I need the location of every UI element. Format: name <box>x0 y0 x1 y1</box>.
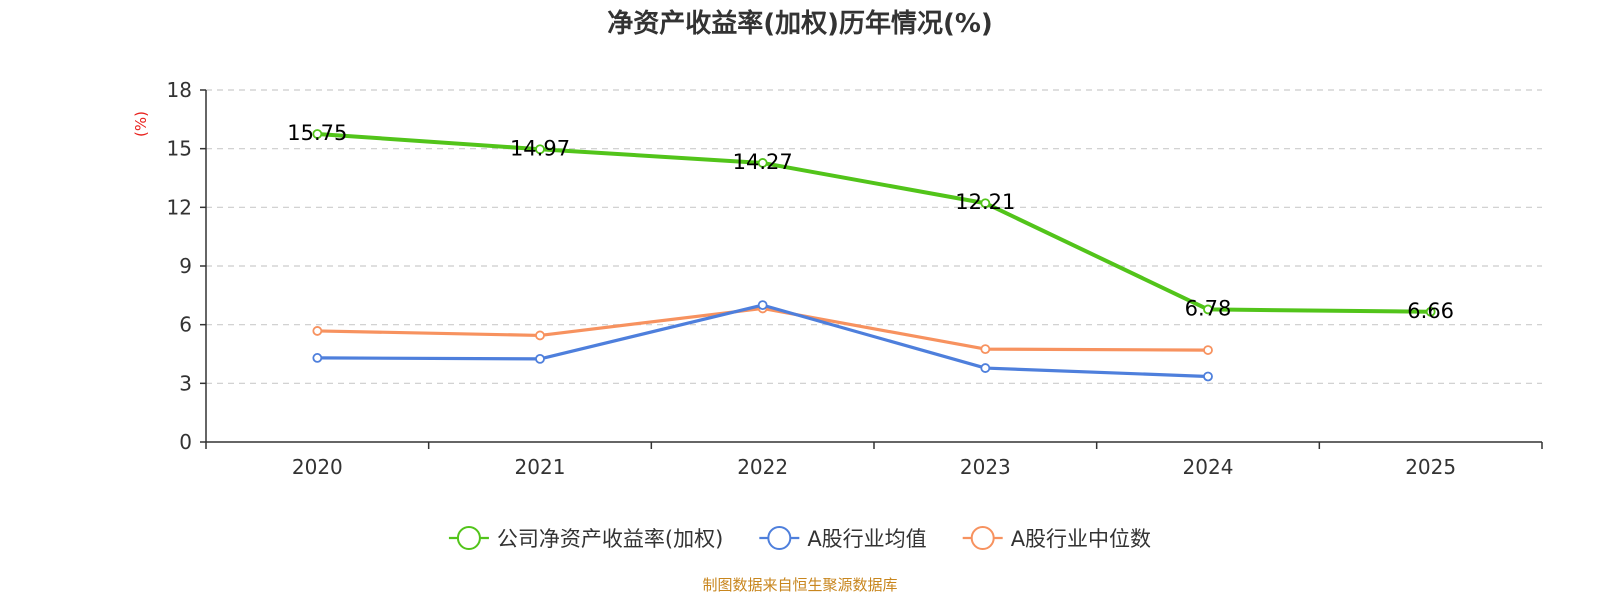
data-point-0-2020 <box>312 129 323 139</box>
legend-item-0[interactable]: 公司净资产收益率(加权) <box>448 526 723 551</box>
y-tick-label: 18 <box>167 78 192 102</box>
y-tick-label: 9 <box>179 254 192 278</box>
x-tick-label-2022: 2022 <box>737 455 788 479</box>
data-point-1-2021 <box>535 353 545 364</box>
data-label-2020: 15.75 <box>287 121 347 145</box>
y-tick-label: 0 <box>179 430 192 454</box>
legend-circle-icon <box>767 526 792 550</box>
legend-item-1[interactable]: A股行业均值 <box>759 526 927 551</box>
y-tick-label: 6 <box>179 313 192 337</box>
x-tick-label-2021: 2021 <box>515 455 566 479</box>
x-tick-label-2024: 2024 <box>1183 455 1234 479</box>
legend-circle-icon <box>970 526 995 550</box>
legend: 公司净资产收益率(加权) A股行业均值 A股行业中位数 <box>448 526 1151 551</box>
series-line-2 <box>315 306 1210 352</box>
y-tick-label: 12 <box>167 195 192 219</box>
x-tick-label-2025: 2025 <box>1405 455 1456 479</box>
y-tick-label: 3 <box>179 371 192 395</box>
data-point-0-2022 <box>757 158 768 168</box>
data-point-1-2022 <box>757 300 768 311</box>
data-label-2022: 14.27 <box>733 150 793 174</box>
x-tick-label-2023: 2023 <box>960 455 1011 479</box>
series-line-1 <box>315 303 1210 379</box>
data-label-2024: 6.78 <box>1185 296 1232 320</box>
data-point-0-2021 <box>535 144 545 155</box>
legend-label: A股行业中位数 <box>1011 527 1151 551</box>
x-tick-label-2020: 2020 <box>292 455 343 479</box>
legend-label: 公司净资产收益率(加权) <box>497 527 723 551</box>
data-label-2025: 6.66 <box>1407 299 1454 323</box>
data-label-2023: 12.21 <box>955 190 1015 214</box>
legend-label: A股行业均值 <box>807 527 926 551</box>
legend-circle-icon <box>456 526 481 550</box>
data-point-0-2025 <box>1425 306 1436 317</box>
data-point-1-2023 <box>980 363 991 373</box>
series-0 <box>312 129 1436 317</box>
data-point-2-2024 <box>1203 345 1213 355</box>
data-point-2-2020 <box>312 326 323 336</box>
series-lines <box>312 129 1436 382</box>
data-point-1-2024 <box>1203 371 1213 382</box>
legend-item-2[interactable]: A股行业中位数 <box>962 526 1151 551</box>
data-source-note: 制图数据来自恒生聚源数据库 <box>702 576 897 594</box>
series-1 <box>312 300 1213 382</box>
series-line-0 <box>315 132 1433 314</box>
grid-lines <box>206 89 1542 384</box>
data-point-0-2023 <box>980 198 991 209</box>
y-tick-label: 15 <box>167 137 192 161</box>
data-point-2-2021 <box>535 330 545 341</box>
data-point-1-2020 <box>312 353 323 363</box>
axes: 0 3 6 9 12 15 18 2020 2021 2022 2023 2024 2025 <box>167 78 1543 479</box>
data-label-2021: 14.97 <box>510 136 570 160</box>
data-point-0-2024 <box>1203 304 1213 315</box>
series-2 <box>312 303 1213 355</box>
data-point-2-2023 <box>980 344 991 355</box>
y-axis-unit-label: (%) <box>132 111 150 137</box>
chart-title: 净资产收益率(加权)历年情况(%) <box>607 8 993 39</box>
data-labels: 15.75 14.97 14.27 12.21 6.78 6.66 <box>287 121 1454 323</box>
